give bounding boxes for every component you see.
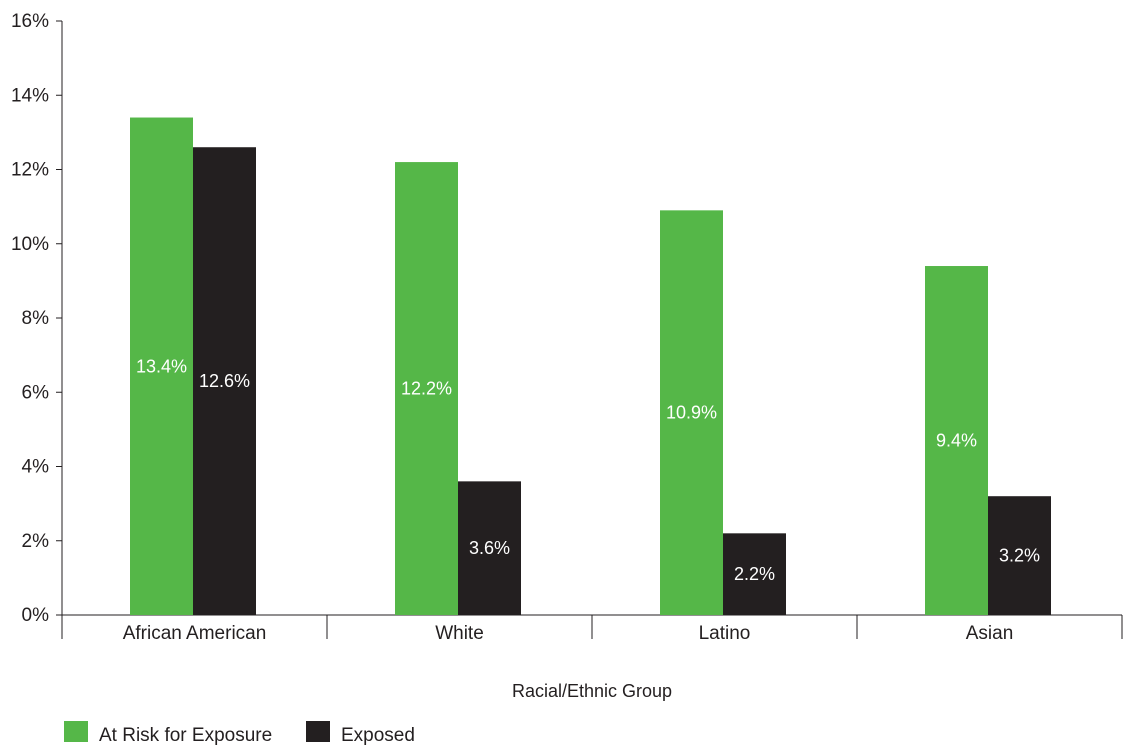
bar-value-label: 13.4% — [136, 356, 187, 376]
bar-value-label: 12.6% — [199, 371, 250, 391]
bar-at-risk — [395, 162, 458, 615]
bar-labels: 13.4% 12.6% 12.2% 3.6% 10.9% 2.2% 9.4% 3.2% — [136, 356, 1040, 584]
y-tick-label: 0% — [22, 605, 50, 626]
bars — [130, 117, 1051, 616]
bar-at-risk — [660, 210, 723, 615]
legend-swatch — [306, 721, 330, 742]
bar-exposed — [193, 147, 256, 615]
bar-value-label: 9.4% — [936, 431, 977, 451]
x-category-label: Asian — [966, 623, 1014, 644]
bar-exposed — [458, 481, 521, 615]
y-tick-label: 6% — [22, 382, 50, 403]
legend-swatch — [64, 721, 88, 742]
x-category-label: White — [435, 623, 484, 644]
x-category-label: African American — [123, 623, 267, 644]
x-axis: African American White Latino Asian — [61, 614, 1123, 644]
bar-exposed — [988, 496, 1051, 615]
y-tick-label: 16% — [11, 11, 49, 32]
bar-value-label: 10.9% — [666, 403, 717, 423]
x-axis-label: Racial/Ethnic Group — [512, 681, 672, 701]
legend-label: At Risk for Exposure — [99, 725, 272, 746]
y-tick-label: 8% — [22, 308, 50, 329]
y-tick-label: 14% — [11, 85, 49, 106]
y-tick-label: 12% — [11, 160, 49, 181]
legend: At Risk for Exposure Exposed — [64, 721, 415, 746]
bar-exposed — [723, 533, 786, 615]
legend-label: Exposed — [341, 725, 415, 746]
bar-at-risk — [130, 117, 193, 616]
y-tick-label: 10% — [11, 234, 49, 255]
bar-value-label: 3.2% — [999, 546, 1040, 566]
y-tick-label: 2% — [22, 531, 50, 552]
bar-value-label: 3.6% — [469, 538, 510, 558]
bar-value-label: 2.2% — [734, 564, 775, 584]
bar-at-risk — [925, 266, 988, 615]
x-category-label: Latino — [699, 623, 751, 644]
bar-value-label: 12.2% — [401, 379, 452, 399]
y-tick-label: 4% — [22, 457, 50, 478]
y-axis: 0% 2% 4% 6% 8% 10% 12% 14% 16% — [11, 11, 63, 626]
